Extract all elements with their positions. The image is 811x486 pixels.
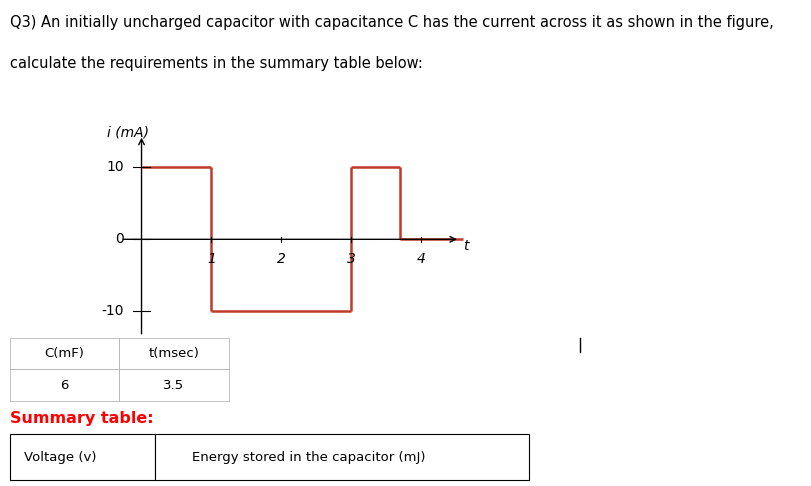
Text: Q3) An initially uncharged capacitor with capacitance C has the current across i: Q3) An initially uncharged capacitor wit… [10,15,774,30]
Text: 2: 2 [277,252,286,266]
Text: t: t [463,239,469,253]
Text: 10: 10 [106,160,124,174]
Text: calculate the requirements in the summary table below:: calculate the requirements in the summar… [10,56,423,71]
Text: 4: 4 [417,252,426,266]
Text: -10: -10 [101,304,124,318]
Text: 0: 0 [115,232,124,246]
Text: i (mA): i (mA) [106,126,148,139]
Text: Summary table:: Summary table: [10,411,153,426]
Text: 1: 1 [207,252,216,266]
Text: 3: 3 [347,252,356,266]
